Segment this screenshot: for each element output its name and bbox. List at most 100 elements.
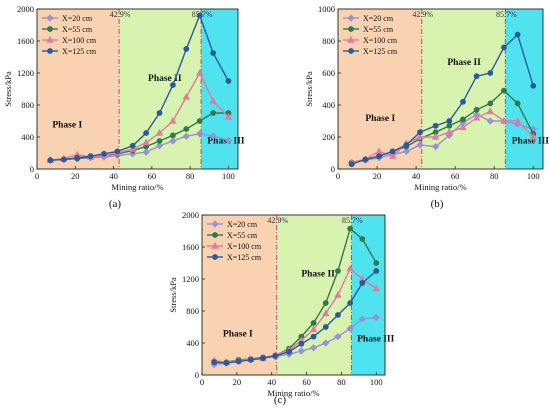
data-point — [487, 100, 494, 107]
y-tick-label: 2000 — [17, 4, 34, 14]
data-point — [196, 12, 203, 19]
legend-marker — [211, 241, 219, 249]
data-point — [156, 110, 163, 116]
chart-panel-3: 42.9% 85.7% Phase I Phase II Phase III 0 20 40 6… — [168, 210, 395, 406]
legend-entry: X=55 cm — [62, 25, 93, 34]
data-point — [514, 100, 521, 107]
x-tick-label: 60 — [148, 171, 157, 181]
data-point — [389, 148, 396, 155]
phase-band-2 — [421, 9, 506, 169]
series-x-125-cm — [211, 268, 380, 366]
y-tick-label: 1000 — [318, 4, 335, 14]
data-point — [247, 356, 254, 363]
x-tick-label: 20 — [71, 171, 80, 181]
legend-entry: X=20 cm — [363, 14, 394, 23]
series-x-100-cm — [347, 107, 537, 166]
x-tick-label: 80 — [490, 171, 499, 181]
legend-marker — [348, 48, 354, 54]
x-tick-label: 80 — [337, 377, 346, 387]
phase-band-3 — [351, 215, 385, 375]
data-point — [373, 268, 380, 274]
data-point — [182, 92, 191, 100]
data-point — [272, 352, 279, 359]
data-point — [322, 339, 330, 347]
phase-boundary-label: 85.7% — [496, 10, 517, 19]
data-point — [169, 116, 177, 124]
data-point — [460, 98, 466, 105]
x-tick-label: 100 — [527, 171, 540, 181]
data-point — [47, 157, 54, 164]
data-point — [155, 128, 164, 136]
y-tick-label: 400 — [186, 338, 199, 348]
data-point — [114, 148, 121, 155]
series-x-125-cm — [348, 31, 537, 168]
data-point — [183, 46, 190, 52]
y-tick-label: 0 — [195, 370, 199, 380]
data-point — [431, 142, 440, 151]
y-tick-label: 200 — [322, 132, 335, 142]
data-point — [183, 126, 190, 132]
data-point — [445, 128, 453, 135]
panel-caption: (a) — [109, 198, 122, 210]
data-point — [459, 123, 467, 131]
data-point — [74, 154, 81, 161]
y-tick-label: 0 — [331, 164, 335, 174]
x-tick-label: 0 — [35, 171, 39, 181]
legend-marker — [348, 26, 354, 32]
data-point — [309, 344, 318, 352]
data-point — [431, 132, 440, 140]
data-point — [446, 118, 453, 124]
plot-frame — [201, 214, 386, 376]
legend: X=20 cm X=55 cm X=100 cm X=125 cm — [42, 14, 97, 56]
data-point — [260, 355, 266, 362]
data-point — [530, 82, 537, 89]
data-point — [513, 116, 522, 124]
data-point — [376, 153, 382, 160]
data-point — [460, 116, 466, 123]
phase-label: Phase II — [447, 58, 481, 68]
data-point — [416, 141, 424, 149]
legend-entry: X=100 cm — [227, 242, 262, 251]
y-tick-label: 400 — [21, 132, 34, 142]
legend-entry: X=100 cm — [363, 36, 398, 45]
x-tick-label: 100 — [222, 171, 235, 181]
data-point — [224, 136, 233, 144]
legend-marker — [347, 14, 355, 22]
x-tick-label: 0 — [336, 171, 340, 181]
data-point — [486, 107, 494, 115]
phase-band-1 — [37, 9, 120, 169]
data-point — [372, 313, 380, 322]
data-point — [170, 132, 176, 139]
x-tick-label: 20 — [373, 171, 382, 181]
data-point — [417, 129, 423, 136]
data-point — [297, 347, 305, 355]
legend: X=20 cm X=55 cm X=100 cm X=125 cm — [207, 220, 262, 262]
data-point — [388, 152, 397, 159]
data-point — [416, 132, 424, 140]
chart-panel-2: 42.9% 85.7% Phase I Phase II Phase III 0 20 40 6… — [304, 4, 549, 210]
data-point — [224, 112, 233, 120]
data-point — [310, 320, 317, 326]
data-point — [211, 359, 218, 366]
data-point — [334, 332, 342, 341]
data-point — [347, 300, 354, 306]
data-point — [346, 264, 354, 272]
x-tick-label: 60 — [302, 377, 311, 387]
x-tick-label: 100 — [370, 377, 383, 387]
series-x-125-cm — [47, 12, 232, 164]
data-point — [372, 284, 380, 292]
phase-label: Phase III — [512, 136, 550, 146]
legend-marker — [47, 26, 53, 32]
data-point — [143, 130, 150, 136]
legend-marker — [347, 35, 355, 43]
y-axis-label: Stress/kPa — [3, 71, 13, 107]
data-point — [358, 315, 366, 323]
data-point — [322, 324, 329, 330]
y-tick-label: 800 — [186, 306, 199, 316]
data-point — [142, 138, 150, 146]
legend-marker — [212, 232, 218, 238]
data-point — [170, 82, 176, 88]
plot-frame — [36, 8, 239, 170]
